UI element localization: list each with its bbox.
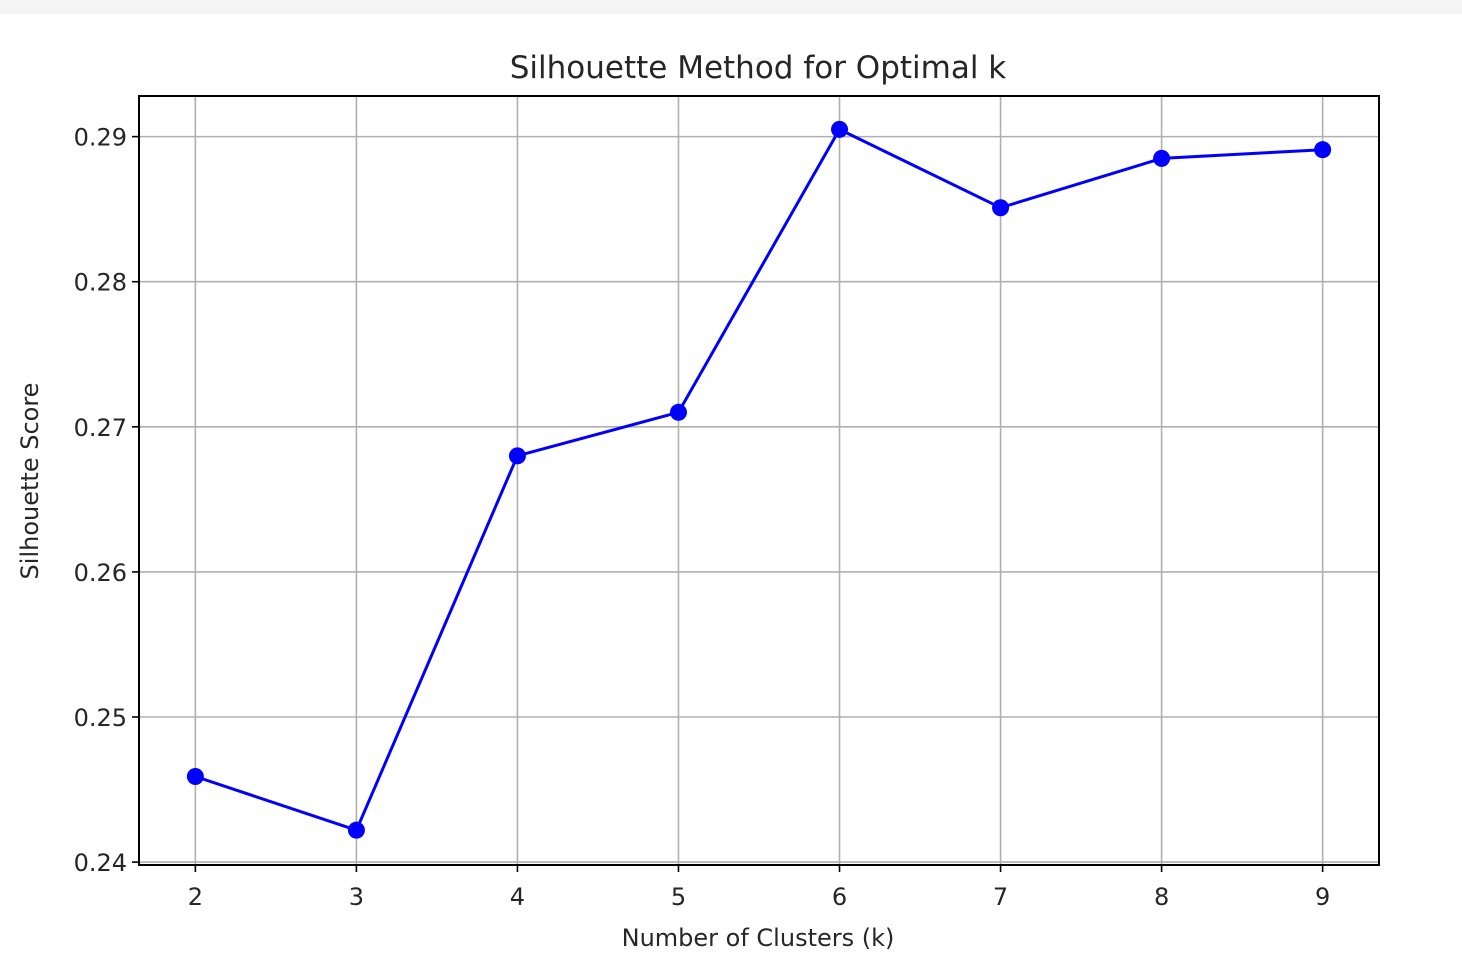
top-strip	[0, 0, 1462, 14]
data-point	[347, 821, 365, 839]
y-tick-label: 0.27	[74, 414, 127, 442]
y-tick-label: 0.26	[74, 559, 127, 587]
data-point	[669, 403, 687, 421]
data-point	[1153, 149, 1171, 167]
x-tick-label: 8	[1154, 883, 1169, 911]
data-point	[508, 447, 526, 465]
plot-frame	[138, 95, 1380, 866]
y-axis-label: Silhouette Score	[16, 383, 44, 580]
y-tick-label: 0.25	[74, 704, 127, 732]
y-tick-label: 0.24	[74, 849, 127, 877]
x-tick-label: 3	[349, 883, 364, 911]
y-tick-label: 0.29	[74, 124, 127, 152]
data-point	[186, 767, 204, 785]
x-axis: 2 3 4 5 6 7 8 9	[188, 865, 1330, 911]
chart-title: Silhouette Method for Optimal k	[510, 50, 1007, 86]
series-layer	[186, 120, 1332, 839]
data-point	[1314, 141, 1332, 159]
x-tick-label: 2	[188, 883, 203, 911]
data-point	[831, 120, 849, 138]
data-point	[992, 199, 1010, 217]
x-tick-label: 5	[671, 883, 686, 911]
x-tick-label: 9	[1315, 883, 1330, 911]
y-axis: 0.24 0.25 0.26 0.27 0.28 0.29	[74, 124, 139, 877]
series-line	[194, 127, 1323, 832]
x-tick-label: 7	[993, 883, 1008, 911]
grid	[139, 96, 1379, 865]
x-axis-label: Number of Clusters (k)	[622, 924, 895, 952]
x-tick-label: 4	[510, 883, 525, 911]
y-tick-label: 0.28	[74, 269, 127, 297]
x-tick-label: 6	[832, 883, 847, 911]
